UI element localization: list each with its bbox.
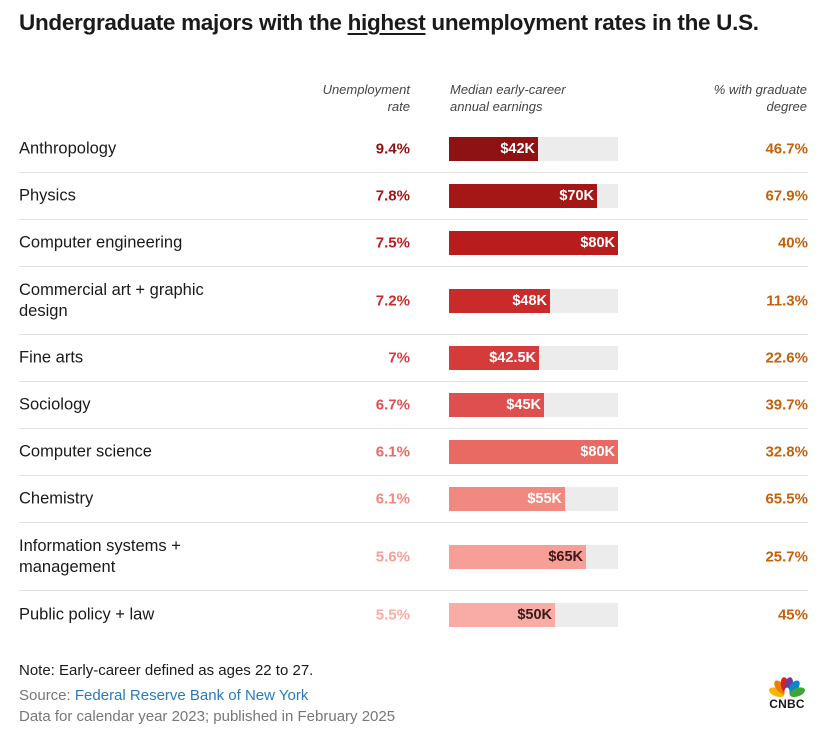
table-row: Fine arts 7% $42.5K 22.6% xyxy=(19,335,808,382)
graduate-degree-value: 39.7% xyxy=(765,396,808,414)
earnings-bar-track: $50K xyxy=(449,602,618,627)
earnings-bar-track: $80K xyxy=(449,440,618,464)
peacock-icon xyxy=(769,677,805,698)
header-unemployment-rate: Unemployment rate xyxy=(270,81,410,115)
graduate-degree-value: 46.7% xyxy=(765,140,808,158)
earnings-bar-label: $50K xyxy=(517,606,552,623)
unemployment-rate-value: 6.7% xyxy=(375,396,410,414)
earnings-bar-label: $55K xyxy=(527,491,562,507)
earnings-bar: $65K xyxy=(449,544,586,569)
header-graduate-line1: % with graduate xyxy=(713,82,807,97)
earnings-bar-label: $70K xyxy=(559,188,594,204)
graduate-degree-value: 45% xyxy=(777,606,808,623)
major-name: Chemistry xyxy=(19,489,94,508)
table-row: Chemistry 6.1% $55K 65.5% xyxy=(19,476,808,523)
earnings-bar-track: $45K xyxy=(449,393,618,417)
graduate-degree-value: 22.6% xyxy=(765,349,808,367)
table-row: Sociology 6.7% $45K 39.7% xyxy=(19,382,808,429)
earnings-bar: $80K xyxy=(449,440,618,464)
header-median-earnings: Median early-career annual earnings xyxy=(450,81,620,115)
graduate-degree-value: 25.7% xyxy=(765,548,808,565)
earnings-bar-label: $45K xyxy=(506,397,541,413)
earnings-bar: $42K xyxy=(449,137,538,161)
unemployment-rate-value: 7.2% xyxy=(375,292,410,309)
earnings-bar-track: $42K xyxy=(449,137,618,161)
earnings-bar-track: $55K xyxy=(449,487,618,511)
source-prefix: Source: xyxy=(19,687,75,704)
header-earnings-line1: Median early-career xyxy=(450,82,566,97)
footnote: Note: Early-career defined as ages 22 to… xyxy=(19,662,314,679)
earnings-bar-track: $42.5K xyxy=(449,346,618,370)
earnings-bar-label: $42.5K xyxy=(489,350,536,366)
graduate-degree-value: 65.5% xyxy=(765,490,808,508)
earnings-bar: $55K xyxy=(449,487,565,511)
peacock-petal xyxy=(787,680,800,695)
graduate-degree-value: 67.9% xyxy=(765,187,808,205)
table-row: Physics 7.8% $70K 67.9% xyxy=(19,173,808,220)
header-earnings-line2: annual earnings xyxy=(450,99,543,114)
earnings-bar: $50K xyxy=(449,602,555,627)
table-row: Commercial art + graphic design 7.2% $48K 1… xyxy=(19,267,808,335)
data-period-note: Data for calendar year 2023; published i… xyxy=(19,708,396,725)
header-graduate-line2: degree xyxy=(766,99,807,114)
table-row: Public policy + law 5.5% $50K 45% xyxy=(19,591,808,638)
data-table: Anthropology 9.4% $42K 46.7% Physics 7.8% $70K… xyxy=(19,126,808,638)
major-name: Information systems + management xyxy=(19,536,181,576)
title-highlight: highest xyxy=(347,10,426,35)
earnings-bar-track: $70K xyxy=(449,184,618,208)
unemployment-rate-value: 7% xyxy=(388,349,410,367)
major-name: Commercial art + graphic design xyxy=(19,280,204,320)
earnings-bar-label: $42K xyxy=(500,141,535,157)
source-link[interactable]: Federal Reserve Bank of New York xyxy=(74,687,309,704)
table-row: Anthropology 9.4% $42K 46.7% xyxy=(19,126,808,173)
earnings-bar-label: $48K xyxy=(512,292,547,309)
earnings-bar: $70K xyxy=(449,184,597,208)
unemployment-rate-value: 6.1% xyxy=(375,490,410,508)
unemployment-rate-value: 6.1% xyxy=(375,443,410,461)
chart-title: Undergraduate majors with the highest un… xyxy=(19,10,759,36)
unemployment-rate-value: 5.5% xyxy=(375,606,410,623)
title-after: unemployment rates in the U.S. xyxy=(425,10,759,35)
major-name: Anthropology xyxy=(19,139,117,158)
unemployment-rate-value: 5.6% xyxy=(375,548,410,565)
logo-text: CNBC xyxy=(769,697,805,711)
header-unemployment-line2: rate xyxy=(387,99,410,114)
earnings-bar-label: $80K xyxy=(580,444,615,460)
major-name: Computer science xyxy=(19,442,152,461)
earnings-bar-label: $80K xyxy=(580,235,615,251)
title-before: Undergraduate majors with the xyxy=(19,10,348,35)
unemployment-rate-value: 7.5% xyxy=(375,234,410,252)
table-row: Information systems + management 5.6% $65K… xyxy=(19,523,808,591)
earnings-bar: $80K xyxy=(449,231,618,255)
earnings-bar-track: $65K xyxy=(449,544,618,569)
major-name: Sociology xyxy=(19,395,91,414)
earnings-bar: $48K xyxy=(449,288,550,313)
major-name: Computer engineering xyxy=(19,233,183,252)
earnings-bar-track: $80K xyxy=(449,231,618,255)
unemployment-rate-value: 9.4% xyxy=(375,140,410,158)
table-row: Computer science 6.1% $80K 32.8% xyxy=(19,429,808,476)
graduate-degree-value: 40% xyxy=(777,234,808,252)
header-unemployment-line1: Unemployment xyxy=(322,82,410,97)
earnings-bar: $42.5K xyxy=(449,346,539,370)
peacock-body xyxy=(784,687,790,697)
graduate-degree-value: 32.8% xyxy=(765,443,808,461)
table-row: Computer engineering 7.5% $80K 40% xyxy=(19,220,808,267)
earnings-bar-label: $65K xyxy=(548,548,583,565)
unemployment-rate-value: 7.8% xyxy=(375,187,410,205)
cnbc-logo: CNBC xyxy=(766,676,808,711)
earnings-bar-track: $48K xyxy=(449,288,618,313)
major-name: Public policy + law xyxy=(19,605,155,623)
source-line: Source: Federal Reserve Bank of New York xyxy=(19,687,308,704)
earnings-bar: $45K xyxy=(449,393,544,417)
major-name: Fine arts xyxy=(19,348,84,367)
graduate-degree-value: 11.3% xyxy=(766,292,808,309)
peacock-petal xyxy=(789,687,805,698)
major-name: Physics xyxy=(19,186,76,205)
header-graduate-degree: % with graduate degree xyxy=(667,81,807,115)
